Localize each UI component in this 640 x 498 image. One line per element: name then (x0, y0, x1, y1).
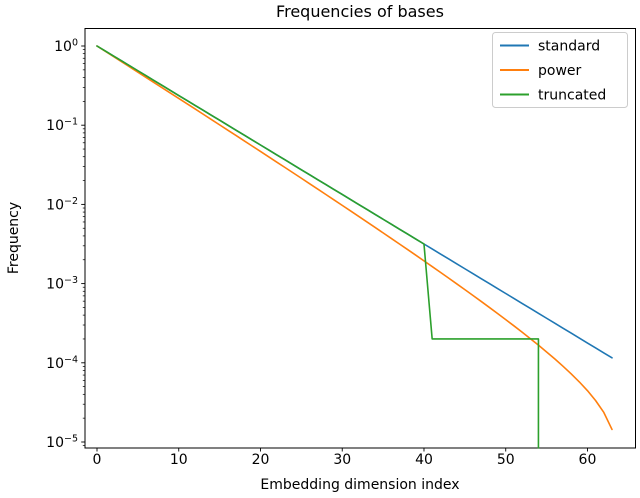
y-axis-major-ticks: 100 10−1 10−2 10−3 10−4 10−5 (46, 38, 85, 452)
x-tick-label: 10 (170, 452, 188, 468)
y-tick-label: 10−4 (46, 354, 78, 372)
x-tick-label: 40 (415, 452, 433, 468)
y-axis-label: Frequency (6, 202, 22, 274)
y-tick-label: 10−3 (46, 275, 78, 293)
line-power (96, 45, 613, 431)
series-lines (96, 45, 613, 449)
legend-label: power (538, 63, 582, 79)
legend-item-standard: standard (500, 39, 600, 55)
x-tick-label: 0 (93, 452, 102, 468)
x-axis-label: Embedding dimension index (260, 477, 459, 493)
y-tick-label: 10−5 (46, 434, 78, 452)
y-tick-label: 10−1 (46, 117, 78, 135)
plot-area (84, 28, 636, 449)
y-tick-label: 100 (54, 38, 78, 56)
line-truncated (96, 45, 540, 449)
legend: standard power truncated (492, 32, 628, 108)
x-tick-label: 30 (333, 452, 351, 468)
chart-title: Frequencies of bases (276, 2, 444, 21)
legend-box (492, 32, 628, 108)
x-tick-label: 50 (497, 452, 515, 468)
x-tick-label: 20 (252, 452, 270, 468)
legend-label: standard (538, 39, 600, 55)
y-tick-label: 10−2 (46, 196, 78, 214)
legend-item-truncated: truncated (500, 88, 606, 104)
legend-item-power: power (500, 63, 582, 79)
x-tick-label: 60 (579, 452, 597, 468)
legend-label: truncated (538, 88, 606, 104)
x-axis-ticks: 0 10 20 30 40 50 60 (93, 448, 597, 468)
y-axis-minor-ticks (82, 49, 85, 446)
